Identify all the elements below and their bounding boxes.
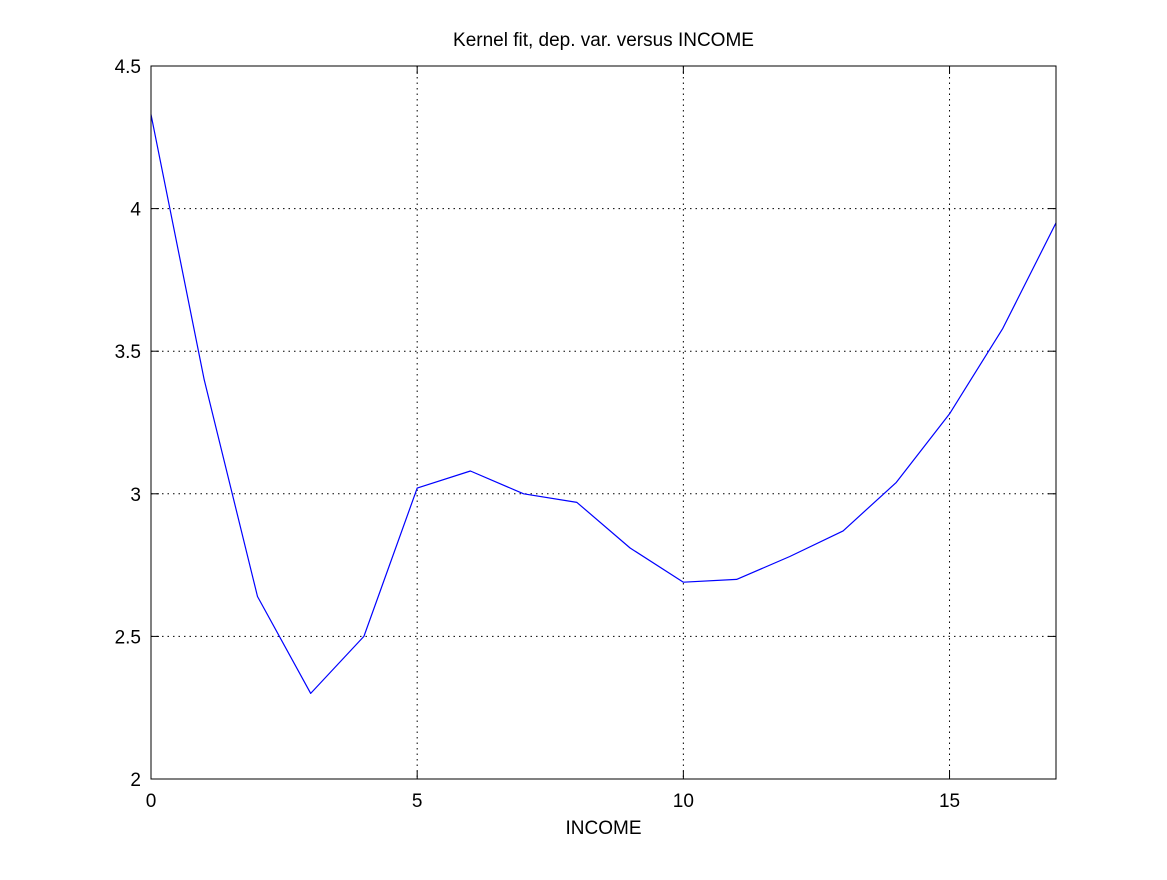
x-tick-label: 5	[412, 791, 423, 812]
series-line	[150, 114, 1057, 695]
x-tick-label: 10	[673, 791, 694, 812]
y-tick-label: 2	[130, 770, 141, 791]
y-tick-labels: 2 2.5 3 3.5 4 4.5	[115, 57, 142, 791]
y-tick-label: 2.5	[115, 627, 141, 648]
plot-frame	[150, 65, 1057, 780]
series-layer	[150, 114, 1057, 695]
x-tick-label: 0	[146, 791, 157, 812]
y-tick-label: 4	[130, 200, 141, 221]
y-tick-label: 3.5	[115, 342, 141, 363]
grid-lines	[151, 66, 1056, 779]
tick-marks	[150, 65, 1056, 780]
y-tick-label: 4.5	[115, 57, 141, 78]
chart-title: Kernel fit, dep. var. versus INCOME	[453, 30, 754, 51]
x-axis-label: INCOME	[566, 818, 642, 839]
y-tick-label: 3	[130, 485, 141, 506]
x-tick-labels: 0 5 10 15	[146, 791, 960, 812]
x-tick-label: 15	[939, 791, 960, 812]
